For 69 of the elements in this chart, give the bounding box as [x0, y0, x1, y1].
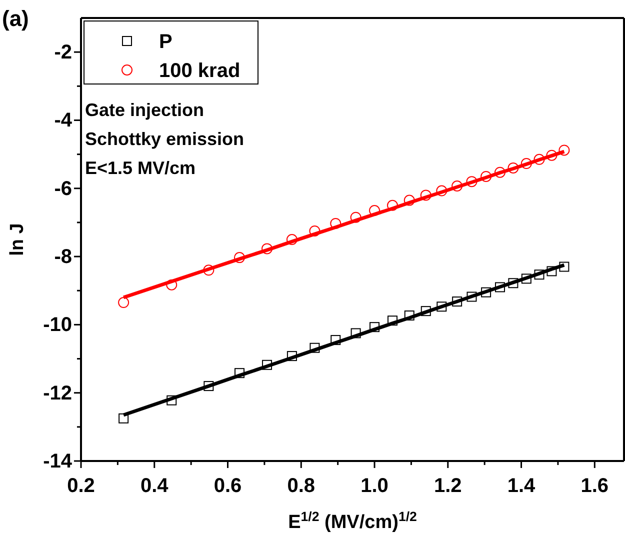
point: [262, 243, 273, 254]
point: [330, 335, 341, 346]
point: [520, 158, 532, 170]
point: [559, 262, 570, 272]
point: [494, 282, 505, 292]
point: [558, 144, 570, 156]
point: [508, 162, 519, 174]
point: [480, 170, 492, 182]
point: [166, 395, 177, 406]
y-tick-label: -10: [43, 314, 72, 336]
point: [546, 150, 558, 161]
x-tick-label: 1.6: [580, 475, 609, 497]
y-tick-label: -12: [43, 382, 72, 404]
point: [234, 368, 244, 378]
annotation: Gate injection: [85, 100, 204, 120]
point: [370, 322, 380, 332]
point: [452, 180, 463, 192]
point: [534, 154, 545, 165]
annotation: Schottky emission: [85, 129, 244, 149]
point: [387, 316, 398, 326]
point: [436, 302, 447, 312]
x-tick-label: 0.6: [214, 475, 242, 497]
x-tick-label: 1.2: [434, 475, 462, 497]
point: [546, 266, 557, 276]
text: (a): [2, 6, 29, 31]
legend-label: 100 krad: [159, 60, 240, 82]
point: [452, 296, 462, 307]
point: [166, 279, 178, 290]
x-tick-label: 0.4: [140, 475, 170, 497]
x-axis-title: E$^{1/2}$ (MV/cm)$^{1/2}$: [288, 508, 417, 533]
point: [204, 381, 214, 392]
point: [404, 194, 415, 206]
annotation: E<1.5 MV/cm: [85, 158, 196, 178]
point: [466, 292, 477, 302]
y-tick-label: -14: [43, 450, 73, 472]
point: [350, 328, 361, 338]
point: [262, 360, 272, 370]
y-tick-label: -6: [54, 178, 72, 200]
point: [508, 278, 518, 288]
y-tick-label: -8: [54, 246, 72, 268]
point: [404, 310, 414, 320]
y-tick-label: -4: [54, 110, 73, 132]
point: [494, 166, 506, 178]
point: [286, 234, 298, 245]
point: [436, 185, 448, 196]
point: [330, 218, 342, 229]
point: [369, 205, 380, 216]
point: [309, 225, 320, 236]
point: [521, 274, 532, 284]
x-tick-label: 1.0: [360, 475, 388, 497]
point: [350, 212, 362, 223]
y-tick-label: -2: [54, 41, 72, 64]
x-tick-label: 1.4: [507, 475, 536, 497]
point: [420, 306, 431, 316]
legend-label: P: [159, 31, 172, 53]
point: [203, 264, 214, 276]
point: [420, 190, 432, 201]
point: [481, 287, 492, 298]
point: [118, 297, 130, 308]
point: [466, 176, 478, 188]
x-tick-label: 0.2: [67, 475, 95, 497]
x-tick-label: 0.8: [287, 475, 316, 497]
point: [386, 200, 398, 211]
point: [234, 252, 245, 264]
y-axis-title: ln J: [7, 223, 28, 256]
point: [534, 270, 544, 280]
point: [286, 351, 297, 362]
point: [118, 413, 129, 424]
point: [310, 342, 320, 353]
